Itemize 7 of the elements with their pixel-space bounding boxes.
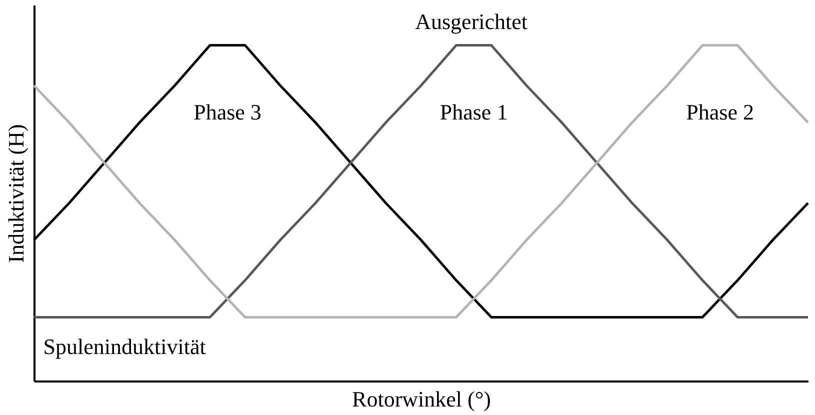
series-label: Phase 1 [440,99,508,124]
x-axis-title: Rotorwinkel (°) [352,386,491,412]
y-axis-title: Induktivität (H) [4,124,28,263]
series-label: Phase 3 [194,99,262,124]
annotation: Spuleninduktivität [43,334,206,360]
series-label: Phase 2 [686,99,754,124]
text: Ausgerichtet [415,8,528,34]
